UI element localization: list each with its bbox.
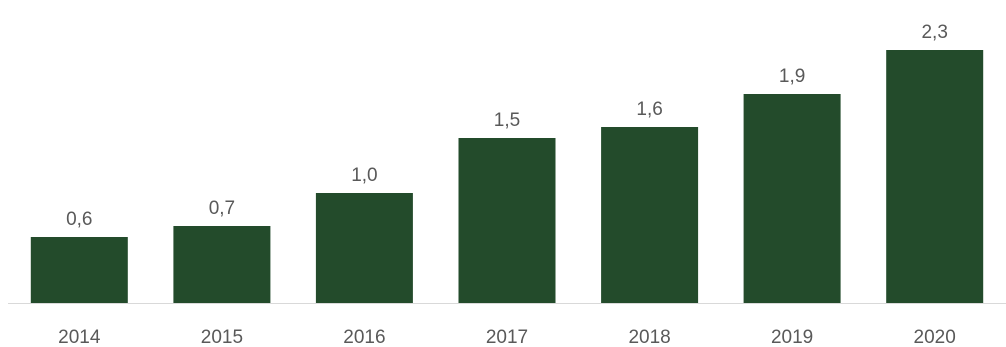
x-tick-label-2015: 2015 xyxy=(201,327,243,347)
data-label-2020: 2,3 xyxy=(921,22,947,43)
x-tick-label-2017: 2017 xyxy=(486,327,528,347)
bar-2015 xyxy=(173,226,271,303)
bars-group xyxy=(30,50,984,303)
bar-2018 xyxy=(601,127,699,303)
bar-2019 xyxy=(743,94,841,303)
x-tick-label-2016: 2016 xyxy=(343,327,385,347)
x-tick-label-2014: 2014 xyxy=(58,327,101,347)
data-label-2015: 0,7 xyxy=(209,198,235,219)
x-tick-label-2020: 2020 xyxy=(914,327,956,347)
x-tick-label-2019: 2019 xyxy=(771,327,813,347)
bar-2017 xyxy=(458,138,556,303)
data-label-2017: 1,5 xyxy=(494,110,520,131)
data-label-2019: 1,9 xyxy=(779,66,805,87)
bar-2016 xyxy=(315,193,413,303)
data-labels-group: 0,6 0,7 1,0 1,5 1,6 1,9 2,3 xyxy=(66,22,948,230)
x-tick-labels-group: 2014 2015 2016 2017 2018 2019 2020 xyxy=(58,327,956,347)
x-tick-label-2018: 2018 xyxy=(628,327,670,347)
data-label-2014: 0,6 xyxy=(66,209,92,230)
data-label-2016: 1,0 xyxy=(351,165,377,186)
data-label-2018: 1,6 xyxy=(636,99,662,120)
bar-2020 xyxy=(886,50,984,303)
bar-2014 xyxy=(30,237,128,303)
